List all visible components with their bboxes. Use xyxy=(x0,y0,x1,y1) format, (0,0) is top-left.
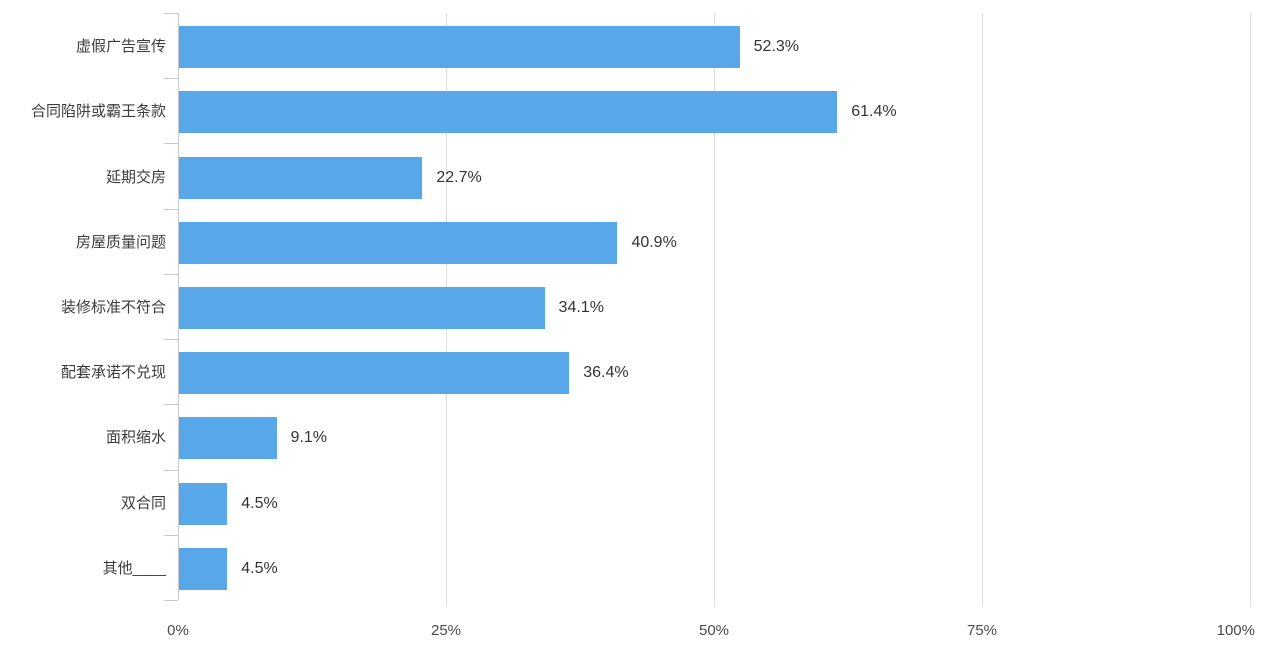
y-axis-tick xyxy=(164,339,178,340)
bar xyxy=(179,156,423,199)
category-label: 双合同 xyxy=(120,494,166,512)
x-axis-tick-label: 100% xyxy=(1216,622,1255,639)
category-label: 延期交房 xyxy=(105,168,166,186)
bar-row: 4.5% xyxy=(179,482,1251,525)
bar-value-label: 52.3% xyxy=(753,38,800,56)
bar xyxy=(179,221,618,264)
bar-value-label: 34.1% xyxy=(558,299,604,316)
bar-row: 40.9% xyxy=(179,221,1251,264)
y-axis-tick xyxy=(164,535,178,536)
bar-row: 34.1% xyxy=(179,287,1251,329)
bar xyxy=(179,91,838,134)
bar xyxy=(179,482,228,525)
gridline-50% xyxy=(714,13,715,607)
bar xyxy=(179,287,545,329)
category-label: 配套承诺不兑现 xyxy=(60,364,166,382)
bar xyxy=(179,547,228,590)
bar-value-label: 61.4% xyxy=(851,103,897,121)
x-axis-tick-label: 25% xyxy=(430,622,462,639)
category-label: 虚假广告宣传 xyxy=(75,38,166,56)
category-label: 装修标准不符合 xyxy=(60,298,166,316)
bar-value-label: 40.9% xyxy=(631,233,677,251)
bar-value-label: 4.5% xyxy=(241,494,278,512)
bar-value-label: 22.7% xyxy=(436,168,482,186)
bar-row: 52.3% xyxy=(179,26,1251,69)
bar-value-label: 4.5% xyxy=(241,559,278,577)
y-axis-tick xyxy=(164,13,178,14)
y-axis-tick xyxy=(164,78,178,79)
bar-row: 22.7% xyxy=(179,156,1251,199)
bar-row: 4.5% xyxy=(179,547,1251,590)
x-axis-tick-label: 50% xyxy=(698,622,730,639)
gridline-75% xyxy=(982,13,983,607)
y-axis-tick xyxy=(164,274,178,275)
bar xyxy=(179,26,740,69)
bar-row: 61.4% xyxy=(179,91,1251,134)
x-axis-tick-label: 0% xyxy=(167,622,189,639)
bar-value-label: 9.1% xyxy=(290,429,328,447)
bar xyxy=(179,352,570,395)
category-label: 房屋质量问题 xyxy=(75,233,166,251)
category-label: 面积缩水 xyxy=(105,429,166,447)
bar-row: 36.4% xyxy=(179,352,1251,395)
bar-value-label: 36.4% xyxy=(583,364,629,382)
y-axis-line xyxy=(178,13,179,600)
category-label: 其他____ xyxy=(102,559,166,577)
x-axis-tick-label: 75% xyxy=(966,622,998,639)
y-axis-tick xyxy=(164,209,178,210)
category-label-column: 虚假广告宣传合同陷阱或霸王条款延期交房房屋质量问题装修标准不符合 配套承诺不兑现面… xyxy=(0,13,166,600)
y-axis-tick xyxy=(164,143,178,144)
bar-row: 9.1% xyxy=(179,417,1251,460)
plot-area: 52.3% 61.4% 22.7% 40.9% 34.1% 36.4% 9.1% 4.5% 4.… xyxy=(164,13,1251,607)
y-axis-tick xyxy=(164,470,178,471)
gridline-100% xyxy=(1250,13,1251,607)
y-axis-tick xyxy=(164,404,178,405)
category-label: 合同陷阱或霸王条款 xyxy=(30,103,166,121)
y-axis-tick xyxy=(164,600,178,601)
bar xyxy=(179,417,277,460)
